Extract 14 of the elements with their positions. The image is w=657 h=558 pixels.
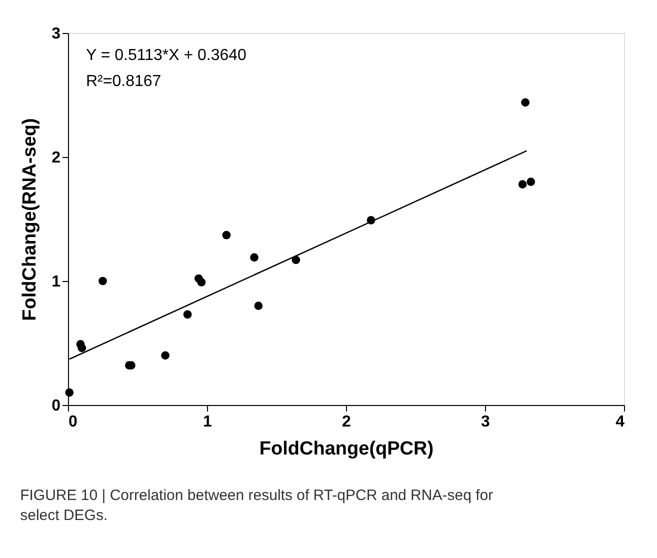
x-tick-label: 2	[342, 414, 352, 430]
caption: FIGURE 10 | Correlation between results of RT-qPCR and RNA-seq for select DEGs.	[20, 487, 494, 524]
x-tick-label: 0	[68, 414, 78, 430]
y-axis-title: FoldChange(RNA-seq)	[20, 118, 41, 321]
x-axis-title: FoldChange(qPCR)	[259, 438, 434, 460]
y-tick-label: 0	[52, 398, 61, 414]
y-tick-label: 1	[52, 274, 61, 290]
annotation: R²=0.8167	[86, 73, 162, 90]
x-tick-label: 3	[481, 414, 490, 430]
y-tick-label: 2	[52, 150, 61, 166]
x-tick-label: 4	[616, 414, 625, 430]
y-tick-label: 3	[52, 26, 61, 42]
annotation: Y = 0.5113*X + 0.3640	[86, 47, 247, 64]
x-tick-label: 1	[203, 414, 212, 430]
